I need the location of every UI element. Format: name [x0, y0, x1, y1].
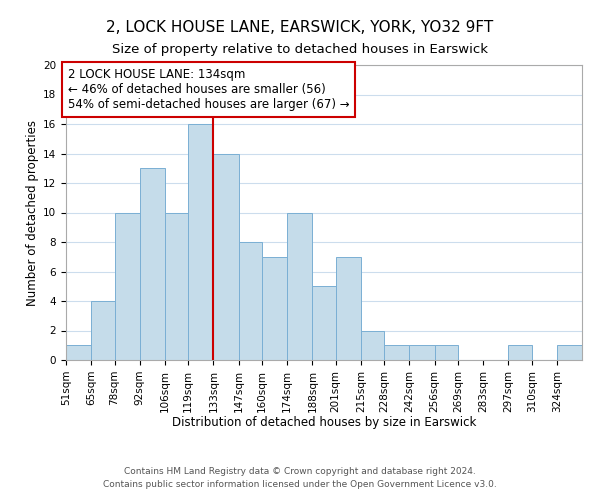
Bar	[214, 154, 239, 360]
X-axis label: Distribution of detached houses by size in Earswick: Distribution of detached houses by size …	[172, 416, 476, 429]
Bar	[409, 345, 434, 360]
Bar	[287, 212, 313, 360]
Text: 2, LOCK HOUSE LANE, EARSWICK, YORK, YO32 9FT: 2, LOCK HOUSE LANE, EARSWICK, YORK, YO32…	[106, 20, 494, 35]
Bar	[434, 345, 458, 360]
Bar	[165, 212, 188, 360]
Bar	[361, 330, 384, 360]
Text: Contains public sector information licensed under the Open Government Licence v3: Contains public sector information licen…	[103, 480, 497, 489]
Bar	[262, 257, 287, 360]
Bar	[508, 345, 532, 360]
Bar	[335, 257, 361, 360]
Bar	[66, 345, 91, 360]
Bar	[557, 345, 582, 360]
Text: 2 LOCK HOUSE LANE: 134sqm
← 46% of detached houses are smaller (56)
54% of semi-: 2 LOCK HOUSE LANE: 134sqm ← 46% of detac…	[68, 68, 349, 111]
Bar	[140, 168, 165, 360]
Bar	[384, 345, 409, 360]
Bar	[313, 286, 335, 360]
Text: Contains HM Land Registry data © Crown copyright and database right 2024.: Contains HM Land Registry data © Crown c…	[124, 467, 476, 476]
Text: Size of property relative to detached houses in Earswick: Size of property relative to detached ho…	[112, 42, 488, 56]
Y-axis label: Number of detached properties: Number of detached properties	[26, 120, 39, 306]
Bar	[239, 242, 262, 360]
Bar	[188, 124, 214, 360]
Bar	[115, 212, 140, 360]
Bar	[91, 301, 115, 360]
